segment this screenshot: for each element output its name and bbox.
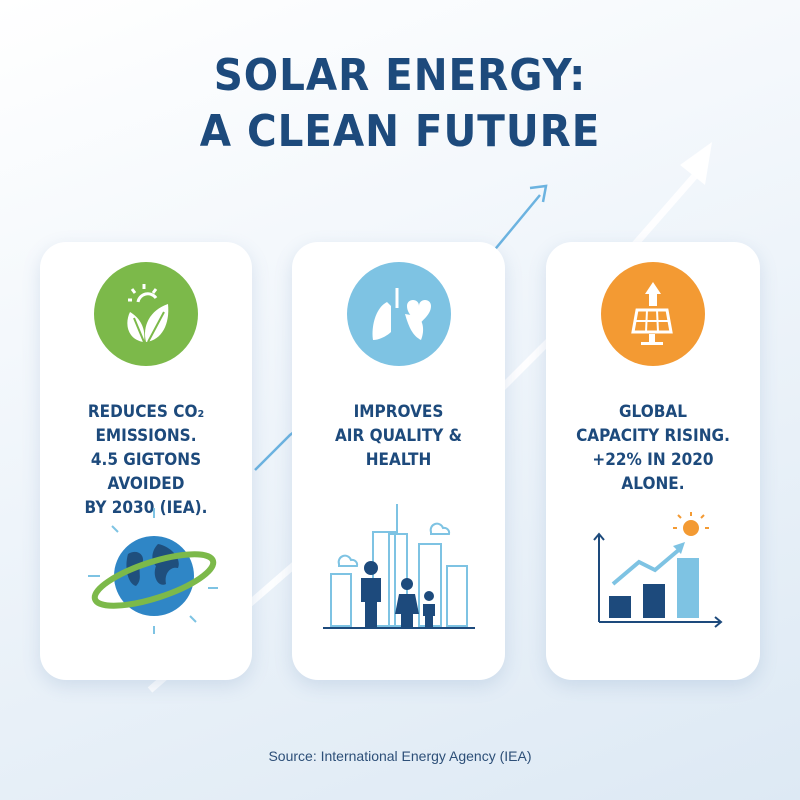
source-citation: Source: International Energy Agency (IEA… [268,748,532,764]
card-text: IMPROVES AIR QUALITY & HEALTH [292,400,505,472]
page-title: SOLAR ENERGY: A CLEAN FUTURE [32,48,768,160]
card-emissions: REDUCES CO₂ EMISSIONS. 4.5 GIGTONS AVOID… [40,242,252,680]
card-line: GLOBAL [618,402,688,422]
card-line: HEALTH [365,450,432,470]
title-line-1: SOLAR ENERGY: [213,50,587,101]
card-line: +22% IN 2020 [592,450,714,470]
card-line: CAPACITY RISING. [576,426,730,446]
card-line: IMPROVES [353,402,444,422]
title-line-2: A CLEAN FUTURE [199,106,601,157]
growth-chart-icon [593,512,723,628]
card-line: 4.5 GIGTONS AVOIDED [90,450,202,494]
card-line: BY 2030 (IEA). [84,498,208,518]
card-text: REDUCES CO₂ EMISSIONS. 4.5 GIGTONS AVOID… [40,400,252,520]
card-line: REDUCES CO₂ [87,402,205,422]
leaf-sun-icon [94,262,198,366]
city-family-icon [322,504,475,629]
card-line: ALONE. [621,474,685,494]
card-air-quality: IMPROVES AIR QUALITY & HEALTH [292,242,505,680]
lungs-heart-icon [346,262,451,366]
card-capacity: GLOBAL CAPACITY RISING. +22% IN 2020 ALO… [546,242,760,680]
globe-icon [88,508,218,634]
solar-panel-icon [601,262,705,366]
card-text: GLOBAL CAPACITY RISING. +22% IN 2020 ALO… [546,400,760,496]
card-line: AIR QUALITY & [334,426,463,446]
card-line: EMISSIONS. [95,426,197,446]
